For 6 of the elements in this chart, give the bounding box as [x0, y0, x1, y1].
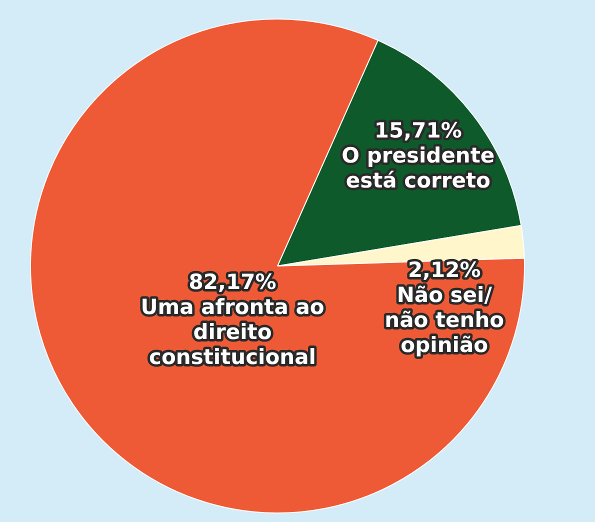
slice-label: Uma afronta ao direito constitucional: [140, 294, 324, 369]
data-label: 2,12%: [408, 258, 481, 282]
slice-label: O presidente está correto: [342, 144, 495, 193]
data-label: 82,17%: [188, 270, 276, 294]
data-label: 15,71%: [374, 118, 462, 143]
slice-label: Não sei/ não tenho opinião: [384, 282, 504, 357]
